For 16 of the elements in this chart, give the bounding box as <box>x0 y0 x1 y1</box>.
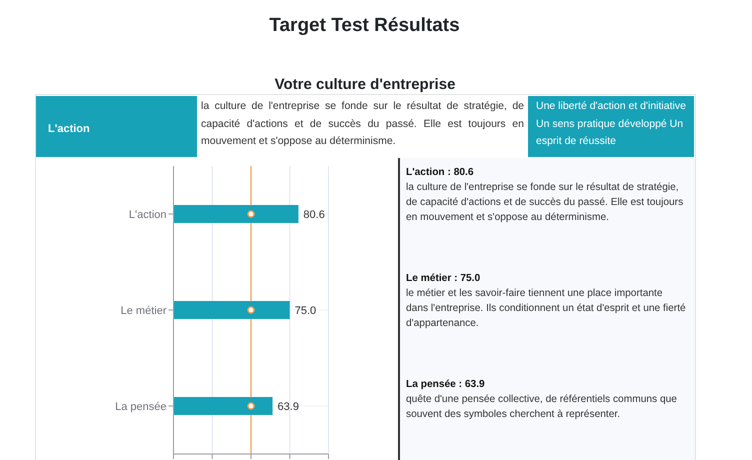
text: le métier et les savoir-faire tiennent une place importante dans l'entreprise. Ils conditionnent un état d'esprit et une fierté d'appartenance. <box>406 287 686 331</box>
text: Votre culture d'entreprise <box>274 76 456 93</box>
text: la culture de l'entreprise se fonde sur le résultat de stratégie, de capacité d'actions et de succès du passé. Elle est toujours en mouvement et s'oppose au déterminisme. <box>406 181 684 225</box>
text: la culture de l'entreprise se fonde sur le résultat de stratégie, de capacité d'actions et de succès du passé. Elle est toujours en mouvement et s'oppose au déterminisme. <box>200 99 525 149</box>
text: quête d'une pensée collective, de référentiels communs que souvent des symboles cherchent à représenter. <box>406 393 678 422</box>
y-tick-label: L'action <box>128 208 166 221</box>
data-label: 80.6 <box>303 208 325 221</box>
chart-title: Target Test Résultats <box>268 15 461 37</box>
data-label: 75.0 <box>294 304 316 317</box>
text: L'action : 80.6 <box>406 166 475 180</box>
text: Une liberté d'action et d'initiative Un sens pratique développé Un esprit de réussite <box>528 96 694 157</box>
text: La pensée : 63.9 <box>406 378 486 392</box>
y-tick-label: Le métier <box>120 304 167 317</box>
data-label: 63.9 <box>278 400 299 413</box>
text: Le métier : 75.0 <box>406 272 482 286</box>
y-tick-label: La pensée <box>115 400 166 413</box>
